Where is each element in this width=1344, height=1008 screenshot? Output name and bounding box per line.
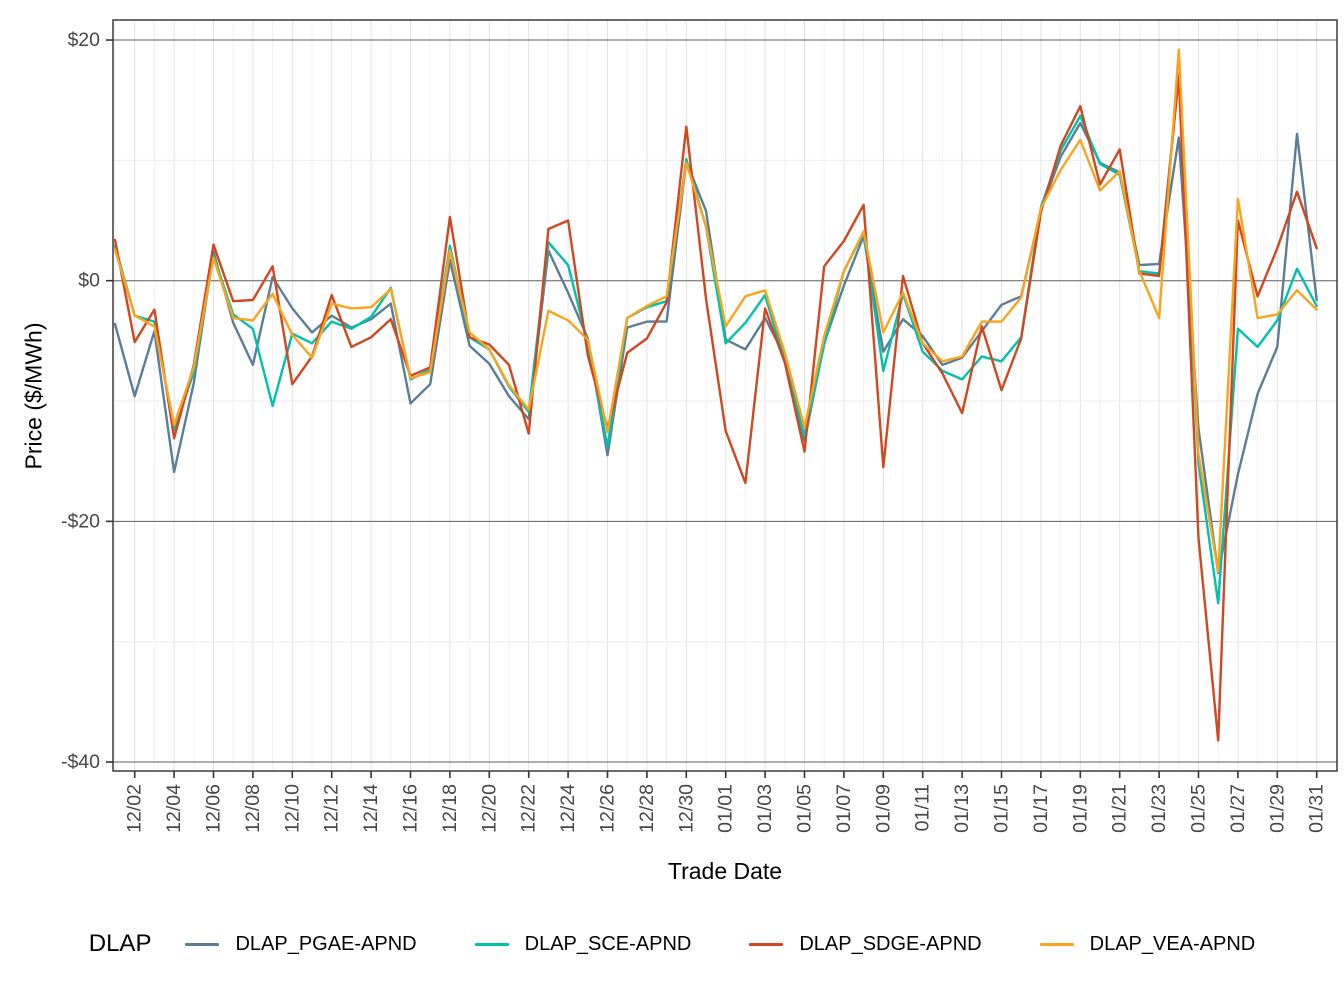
- x-tick-label: 01/11: [912, 784, 934, 831]
- legend-line-key-vea: [1039, 942, 1074, 946]
- legend-item-label: DLAP_SCE-APND: [524, 932, 692, 955]
- x-tick-label: 12/20: [478, 784, 500, 833]
- legend-item-sce: DLAP_SCE-APND: [474, 932, 692, 956]
- legend-line-key-sdge: [749, 942, 784, 946]
- x-tick-label: 01/09: [872, 784, 894, 833]
- x-tick-label: 12/22: [518, 784, 540, 833]
- y-tick-label: -$20: [61, 510, 100, 532]
- legend-item-sdge: DLAP_SDGE-APND: [749, 932, 982, 956]
- x-tick-label: 12/28: [636, 784, 658, 833]
- x-tick-label: 01/29: [1266, 784, 1288, 833]
- x-tick-label: 01/05: [794, 784, 816, 833]
- y-tick-label: $0: [78, 270, 100, 292]
- legend-item-label: DLAP_VEA-APND: [1089, 932, 1256, 955]
- x-tick-label: 12/26: [597, 784, 619, 833]
- series-line-DLAP_SDGE-APND: [113, 74, 1318, 742]
- legend-line-key-sce: [474, 942, 509, 946]
- x-axis-title: Trade Date: [667, 858, 783, 884]
- legend-title: DLAP: [88, 930, 152, 957]
- x-tick-label: 01/13: [951, 784, 973, 833]
- x-tick-label: 12/08: [242, 784, 264, 833]
- x-tick-label: 01/23: [1148, 784, 1170, 833]
- x-tick-label: 01/17: [1030, 784, 1052, 833]
- x-tick-label: 01/03: [754, 784, 776, 833]
- y-tick-label: $20: [67, 29, 100, 51]
- legend-item-vea: DLAP_VEA-APND: [1039, 932, 1256, 956]
- x-tick-label: 12/02: [124, 784, 146, 833]
- x-tick-label: 12/06: [203, 784, 225, 833]
- legend-item-label: DLAP_SDGE-APND: [799, 932, 982, 955]
- y-tick-label: -$40: [61, 751, 100, 773]
- legend-line-key-pgae: [185, 942, 220, 946]
- x-tick-label: 01/21: [1109, 784, 1131, 833]
- legend: DLAP DLAP_PGAE-APND DLAP_SCE-APND DLAP_S…: [0, 930, 1344, 958]
- series-line-DLAP_VEA-APND: [113, 48, 1318, 574]
- panel-border: [112, 19, 1338, 772]
- legend-item-pgae: DLAP_PGAE-APND: [185, 932, 417, 956]
- x-tick-label: 01/15: [991, 784, 1013, 833]
- x-tick-label: 01/27: [1227, 784, 1249, 833]
- series-line-DLAP_PGAE-APND: [113, 121, 1318, 575]
- x-tick-label: 12/18: [439, 784, 461, 833]
- x-tick-label: 01/25: [1188, 784, 1210, 833]
- y-axis-title: Price ($/MWh): [20, 322, 47, 470]
- x-tick-label: 01/07: [833, 784, 855, 833]
- x-tick-label: 01/19: [1069, 784, 1091, 833]
- x-tick-label: 12/30: [675, 784, 697, 833]
- x-tick-label: 12/12: [321, 784, 343, 833]
- x-tick-label: 12/04: [163, 784, 185, 833]
- x-tick-label: 12/14: [360, 784, 382, 833]
- x-tick-label: 12/16: [400, 784, 422, 833]
- x-tick-label: 01/31: [1306, 784, 1328, 833]
- x-tick-label: 01/01: [715, 784, 737, 833]
- x-tick-label: 12/24: [557, 784, 579, 833]
- x-tick-label: 12/10: [281, 784, 303, 833]
- legend-item-label: DLAP_PGAE-APND: [235, 932, 417, 955]
